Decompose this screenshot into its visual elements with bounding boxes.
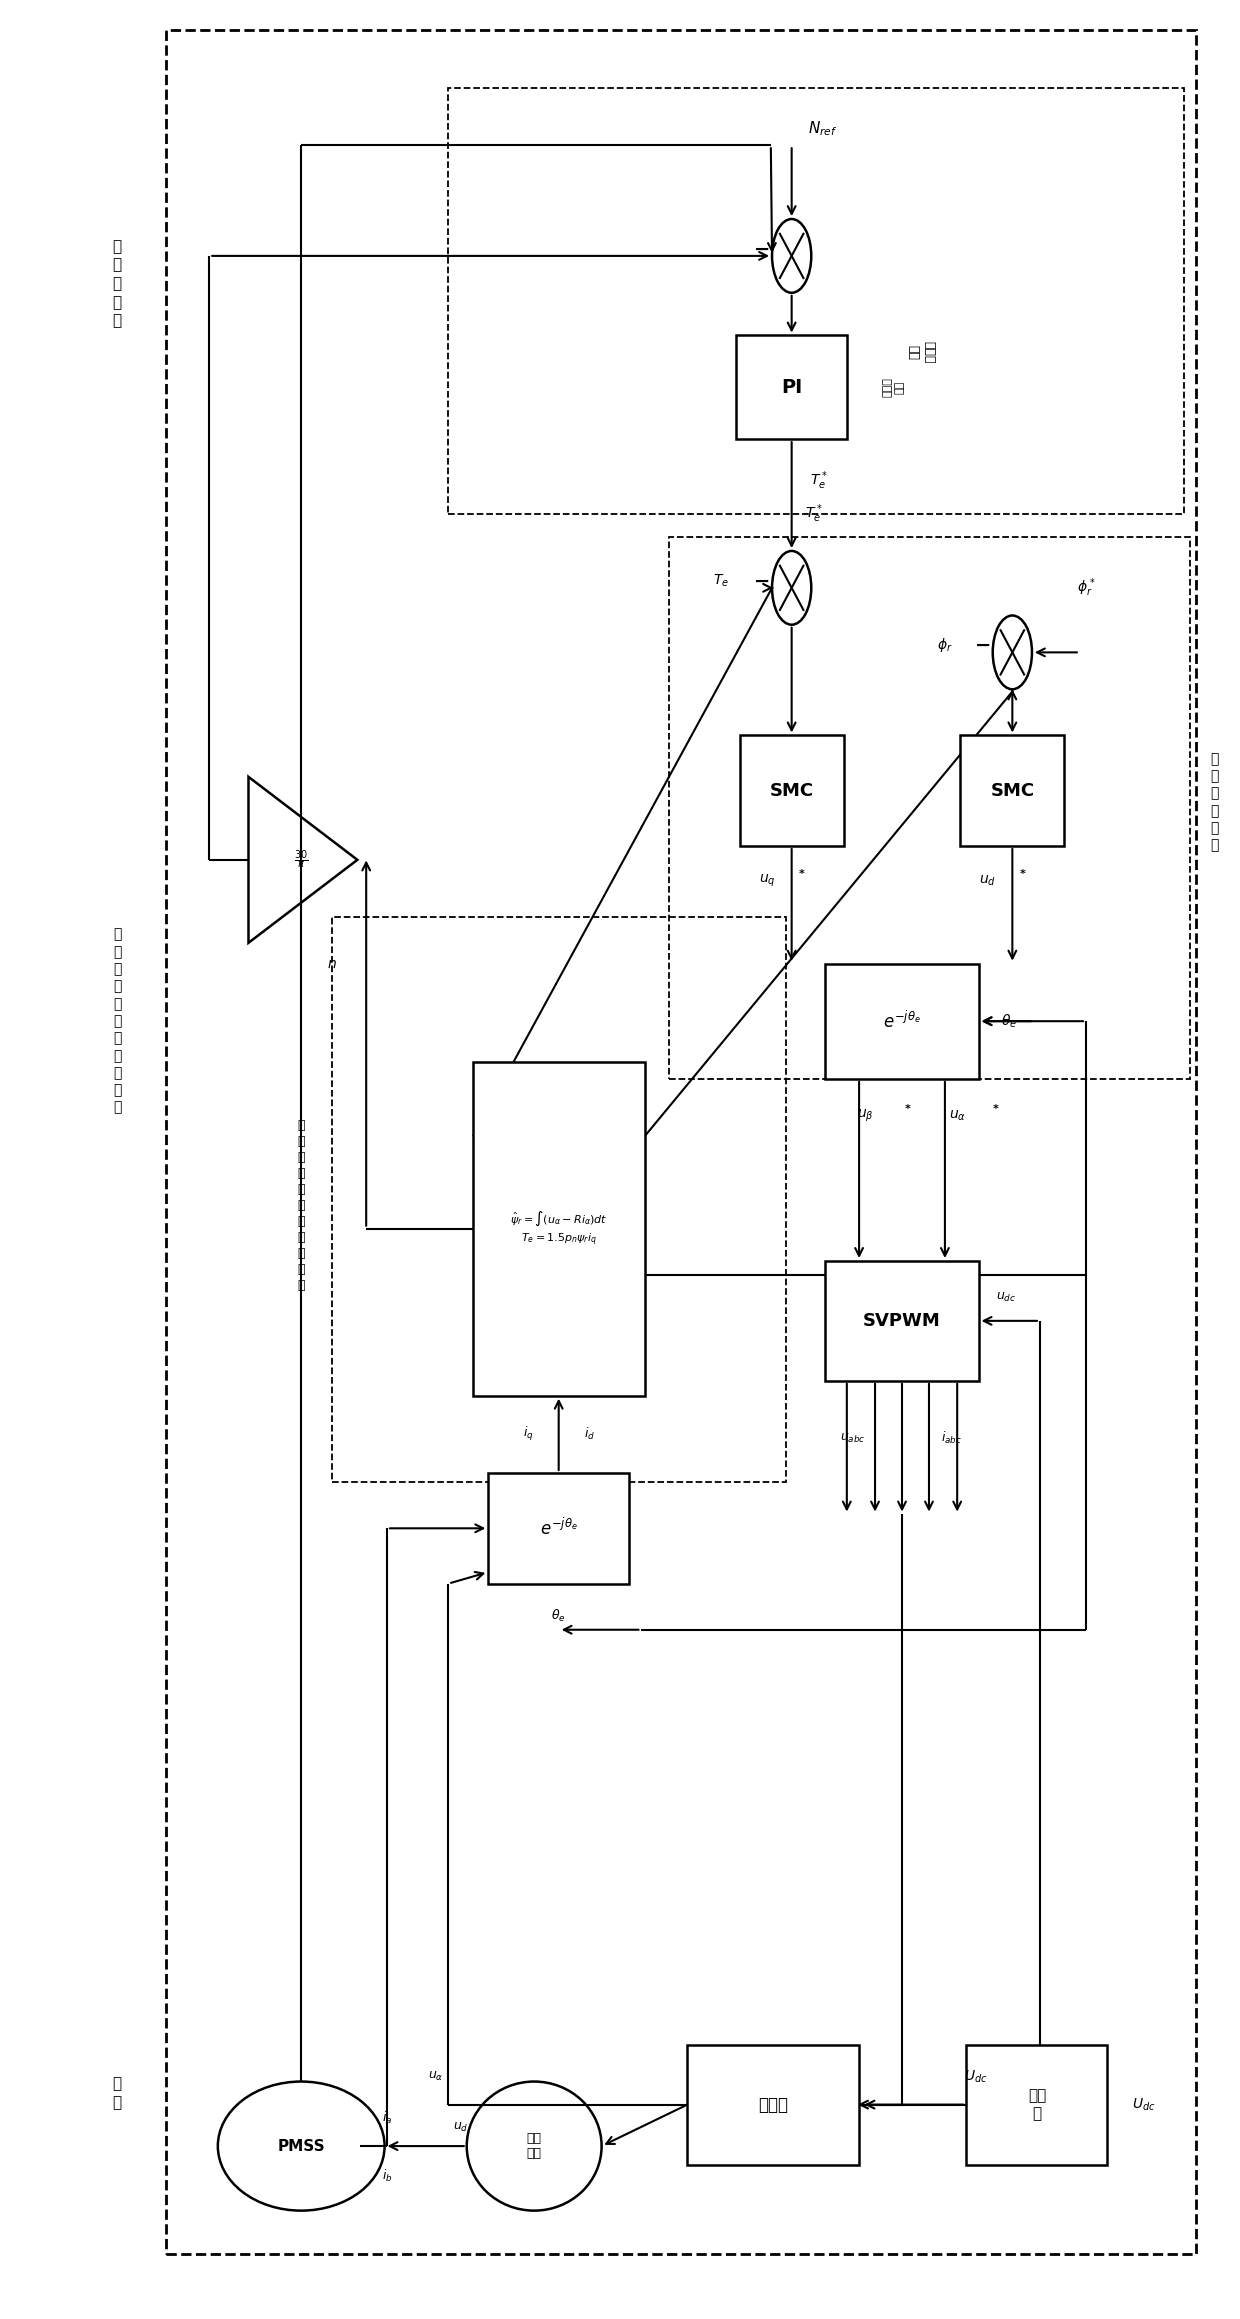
Bar bbox=[472, 1062, 645, 1396]
Bar bbox=[966, 2045, 1107, 2164]
Text: *: * bbox=[992, 1104, 998, 1113]
Text: 主
轴: 主 轴 bbox=[113, 2076, 122, 2110]
Text: $i_b$: $i_b$ bbox=[382, 2168, 392, 2184]
Text: −: − bbox=[975, 635, 991, 654]
Text: $T_e^*$: $T_e^*$ bbox=[805, 503, 822, 526]
Bar bbox=[687, 2045, 859, 2164]
Text: $e^{-j\theta_e}$: $e^{-j\theta_e}$ bbox=[539, 1517, 578, 1540]
Text: $i_q$: $i_q$ bbox=[523, 1426, 533, 1442]
Text: $n$: $n$ bbox=[327, 955, 337, 972]
Text: *: * bbox=[1019, 870, 1025, 879]
Text: $u_q$: $u_q$ bbox=[759, 872, 775, 888]
Text: *: * bbox=[905, 1104, 911, 1113]
Text: $N_{ref}$: $N_{ref}$ bbox=[807, 121, 837, 139]
Text: $\theta_e$: $\theta_e$ bbox=[552, 1607, 565, 1623]
Bar bbox=[739, 735, 843, 846]
Text: $u_\alpha$: $u_\alpha$ bbox=[428, 2071, 444, 2082]
Text: *: * bbox=[799, 870, 805, 879]
Text: $i_d$: $i_d$ bbox=[584, 1426, 595, 1442]
Bar bbox=[826, 965, 978, 1078]
Text: 传动
装置: 传动 装置 bbox=[527, 2131, 542, 2159]
Text: $u_\beta$: $u_\beta$ bbox=[857, 1108, 874, 1125]
Text: $U_{dc}$: $U_{dc}$ bbox=[1132, 2096, 1156, 2113]
Text: $u_d$: $u_d$ bbox=[453, 2122, 469, 2133]
Text: 双
滑
模
控
制
器: 双 滑 模 控 制 器 bbox=[1210, 751, 1219, 853]
Text: $\hat{\psi}_r = \int(u_\alpha - Ri_\alpha)dt$
$T_e = 1.5 p_n \psi_r i_q$: $\hat{\psi}_r = \int(u_\alpha - Ri_\alph… bbox=[510, 1211, 608, 1248]
Text: 逆变器: 逆变器 bbox=[759, 2096, 789, 2113]
Bar bbox=[826, 1262, 978, 1380]
Text: $\theta_e$: $\theta_e$ bbox=[1001, 1013, 1017, 1030]
Text: $i_{abc}$: $i_{abc}$ bbox=[940, 1431, 961, 1447]
Text: SMC: SMC bbox=[991, 782, 1034, 800]
Bar bbox=[489, 1473, 629, 1584]
Text: 速度控
制器: 速度控 制器 bbox=[906, 341, 935, 364]
Text: $T_e$: $T_e$ bbox=[713, 573, 729, 589]
Bar bbox=[166, 30, 1197, 2254]
Text: −: − bbox=[754, 239, 770, 257]
Text: PMSS: PMSS bbox=[278, 2138, 325, 2154]
Text: −: − bbox=[754, 570, 770, 591]
Text: $u_d$: $u_d$ bbox=[980, 874, 997, 888]
Bar bbox=[670, 538, 1190, 1078]
Bar bbox=[960, 735, 1064, 846]
Text: $i_a$: $i_a$ bbox=[382, 2110, 392, 2127]
Text: SVPWM: SVPWM bbox=[863, 1313, 941, 1329]
Text: $e^{-j\theta_e}$: $e^{-j\theta_e}$ bbox=[883, 1011, 921, 1032]
Text: PI: PI bbox=[781, 378, 802, 397]
Text: $u_\alpha$: $u_\alpha$ bbox=[949, 1108, 966, 1122]
Bar bbox=[449, 88, 1184, 515]
Text: 整流
器: 整流 器 bbox=[1028, 2087, 1047, 2122]
Text: 速度控
制器: 速度控 制器 bbox=[882, 378, 905, 397]
Bar bbox=[737, 336, 847, 438]
Bar bbox=[332, 918, 785, 1482]
Text: SMC: SMC bbox=[770, 782, 813, 800]
Text: $U_{dc}$: $U_{dc}$ bbox=[963, 2069, 987, 2085]
Text: $\frac{30}{\pi}$: $\frac{30}{\pi}$ bbox=[294, 849, 309, 872]
Text: $\phi_r^*$: $\phi_r^*$ bbox=[1076, 577, 1095, 598]
Text: $T_e^*$: $T_e^*$ bbox=[810, 468, 827, 492]
Text: 磁
链
、
转
矩
、
转
速
估
算
器: 磁 链 、 转 矩 、 转 速 估 算 器 bbox=[298, 1120, 305, 1292]
Text: 转
速
调
节
器: 转 速 调 节 器 bbox=[113, 239, 122, 329]
Text: 速
度
估
算
、
滑
模
控
制
系
统: 速 度 估 算 、 滑 模 控 制 系 统 bbox=[113, 928, 122, 1115]
Text: $u_{dc}$: $u_{dc}$ bbox=[996, 1292, 1016, 1303]
Text: $\phi_r$: $\phi_r$ bbox=[937, 635, 952, 654]
Text: $u_{abc}$: $u_{abc}$ bbox=[841, 1431, 866, 1445]
